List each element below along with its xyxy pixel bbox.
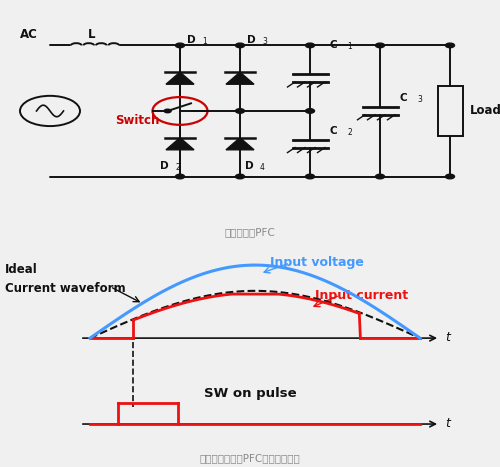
Circle shape bbox=[306, 174, 314, 179]
Circle shape bbox=[306, 43, 314, 48]
Text: 部分开关式PFC: 部分开关式PFC bbox=[224, 227, 276, 237]
Text: Load: Load bbox=[470, 105, 500, 118]
Circle shape bbox=[446, 43, 454, 48]
Circle shape bbox=[176, 43, 184, 48]
Text: t: t bbox=[445, 417, 450, 430]
Text: C: C bbox=[400, 93, 407, 103]
Text: 4: 4 bbox=[260, 163, 265, 172]
Text: D: D bbox=[160, 161, 168, 171]
Text: Ideal: Ideal bbox=[5, 263, 38, 276]
Circle shape bbox=[376, 43, 384, 48]
Circle shape bbox=[236, 43, 244, 48]
Text: 使用部分开关式PFC后的电流波形: 使用部分开关式PFC后的电流波形 bbox=[200, 453, 300, 463]
Circle shape bbox=[236, 109, 244, 113]
Text: 1: 1 bbox=[202, 37, 207, 46]
Text: 2: 2 bbox=[175, 163, 180, 172]
Text: D: D bbox=[248, 35, 256, 45]
Circle shape bbox=[306, 109, 314, 113]
Bar bbox=[438, 86, 462, 136]
Text: 1: 1 bbox=[348, 42, 352, 51]
Text: Input current: Input current bbox=[315, 289, 408, 302]
Text: L: L bbox=[88, 28, 95, 41]
Text: AC: AC bbox=[20, 28, 38, 41]
Circle shape bbox=[446, 174, 454, 179]
Text: t: t bbox=[445, 331, 450, 344]
Polygon shape bbox=[166, 72, 194, 84]
Text: SW on pulse: SW on pulse bbox=[204, 388, 296, 401]
Text: D: D bbox=[245, 161, 254, 171]
Text: 3: 3 bbox=[418, 95, 422, 104]
Circle shape bbox=[164, 109, 171, 113]
Polygon shape bbox=[226, 138, 254, 150]
Text: Input voltage: Input voltage bbox=[270, 256, 364, 269]
Text: 3: 3 bbox=[262, 37, 268, 46]
Text: C: C bbox=[330, 40, 338, 50]
Polygon shape bbox=[226, 72, 254, 84]
Text: 2: 2 bbox=[348, 128, 352, 137]
Circle shape bbox=[376, 174, 384, 179]
Circle shape bbox=[176, 174, 184, 179]
Circle shape bbox=[236, 174, 244, 179]
Text: Current waveform: Current waveform bbox=[5, 282, 126, 295]
Text: C: C bbox=[330, 126, 338, 135]
Text: D: D bbox=[188, 35, 196, 45]
Polygon shape bbox=[166, 138, 194, 150]
Text: Switch: Switch bbox=[115, 113, 160, 127]
